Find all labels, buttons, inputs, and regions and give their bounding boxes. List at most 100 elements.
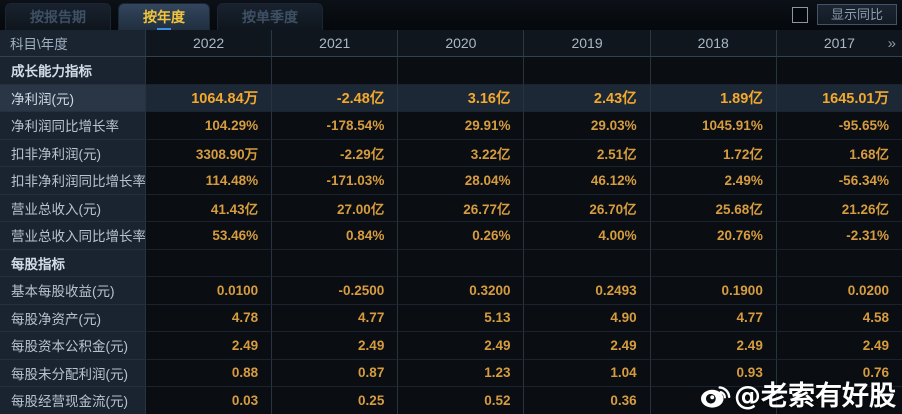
cell-value: 29.03% xyxy=(523,112,650,140)
cell-value: -2.31% xyxy=(775,222,902,250)
cell-value xyxy=(271,249,398,277)
row-label: 基本每股收益(元) xyxy=(0,277,145,305)
cell-value: 0.26% xyxy=(397,222,524,250)
cell-value: 26.77亿 xyxy=(397,194,524,222)
financial-table: 科目\年度 2022 2021 2020 2019 2018 2017 » 成长… xyxy=(0,30,902,414)
cell-value xyxy=(397,249,524,277)
cell-value: 3.22亿 xyxy=(397,139,524,167)
year-header-2022: 2022 xyxy=(145,30,272,57)
cell-value: 3308.90万 xyxy=(145,139,272,167)
cell-value: 4.58 xyxy=(775,304,902,332)
cell-value: -2.48亿 xyxy=(271,84,398,112)
cell-value: -0.2500 xyxy=(271,277,398,305)
cell-value: 2.43亿 xyxy=(523,84,650,112)
cell-value: -171.03% xyxy=(271,167,398,195)
year-header-2020: 2020 xyxy=(397,30,524,57)
cell-value: 1.04 xyxy=(523,359,650,387)
cell-value: 0.1900 xyxy=(649,277,776,305)
year-header-2019: 2019 xyxy=(523,30,650,57)
year-header-2018: 2018 xyxy=(649,30,776,57)
cell-value: 1.68亿 xyxy=(775,139,902,167)
cell-value: 4.00% xyxy=(523,222,650,250)
cell-value xyxy=(523,57,650,85)
cell-value: 2.51亿 xyxy=(523,139,650,167)
cell-value xyxy=(649,57,776,85)
cell-value: 1.72亿 xyxy=(649,139,776,167)
cell-value: 27.00亿 xyxy=(271,194,398,222)
more-columns-icon[interactable]: » xyxy=(887,34,896,52)
cell-value: 1645.01万 xyxy=(775,84,902,112)
cell-value: 2.49 xyxy=(145,332,272,360)
cell-value: 0.76 xyxy=(775,359,902,387)
cell-value: -95.65% xyxy=(775,112,902,140)
cell-value: 2.49 xyxy=(523,332,650,360)
cell-value: -2.29亿 xyxy=(271,139,398,167)
cell-value: 20.76% xyxy=(649,222,776,250)
cell-value: 5.13 xyxy=(397,304,524,332)
cell-value: 0.0100 xyxy=(145,277,272,305)
row-label: 净利润(元) xyxy=(0,84,145,112)
cell-value: 21.26亿 xyxy=(775,194,902,222)
cell-value xyxy=(145,57,272,85)
cell-value: 26.70亿 xyxy=(523,194,650,222)
cell-value: 0.25 xyxy=(271,387,398,414)
cell-value: 25.68亿 xyxy=(649,194,776,222)
row-label: 每股资本公积金(元) xyxy=(0,332,145,360)
cell-value: 53.46% xyxy=(145,222,272,250)
cell-value: 0.52 xyxy=(397,387,524,414)
row-label: 每股未分配利润(元) xyxy=(0,359,145,387)
cell-value xyxy=(397,57,524,85)
tab-by-quarter[interactable]: 按单季度 xyxy=(217,3,323,30)
cell-value: 2.49 xyxy=(271,332,398,360)
cell-value: -178.54% xyxy=(271,112,398,140)
show-yoy-label[interactable]: 显示同比 xyxy=(816,4,897,25)
row-label: 营业总收入同比增长率 xyxy=(0,222,145,250)
cell-value: 3.16亿 xyxy=(397,84,524,112)
cell-value: 104.29% xyxy=(145,112,272,140)
cell-value: 41.43亿 xyxy=(145,194,272,222)
cell-value: 0.03 xyxy=(145,387,272,414)
cell-value: 1.23 xyxy=(397,359,524,387)
cell-value: 1064.84万 xyxy=(145,84,272,112)
cell-value xyxy=(271,57,398,85)
cell-value: 4.90 xyxy=(523,304,650,332)
cell-value: 2.49 xyxy=(397,332,524,360)
cell-value: 0.93 xyxy=(649,359,776,387)
row-label: 成长能力指标 xyxy=(0,57,145,85)
cell-value: 0.36 xyxy=(523,387,650,414)
cell-value: 0.3200 xyxy=(397,277,524,305)
cell-value: 2.49 xyxy=(649,332,776,360)
cell-value xyxy=(775,249,902,277)
cell-value: 0.88 xyxy=(145,359,272,387)
tab-by-year[interactable]: 按年度 xyxy=(118,3,210,30)
show-yoy-control: 显示同比 xyxy=(791,4,902,25)
cell-value xyxy=(775,57,902,85)
cell-value: 4.78 xyxy=(145,304,272,332)
cell-value xyxy=(649,249,776,277)
year-header-2017: 2017 » xyxy=(775,30,902,57)
cell-value: 0.0200 xyxy=(775,277,902,305)
show-yoy-checkbox[interactable] xyxy=(791,6,808,23)
row-label: 每股指标 xyxy=(0,249,145,277)
cell-value: 4.77 xyxy=(649,304,776,332)
row-label: 扣非净利润(元) xyxy=(0,139,145,167)
tab-bar: 按报告期 按年度 按单季度 显示同比 xyxy=(0,0,902,30)
tab-by-report-period[interactable]: 按报告期 xyxy=(5,3,111,30)
cell-value: 0.84% xyxy=(271,222,398,250)
row-label: 每股经营现金流(元) xyxy=(0,387,145,414)
year-header-2017-label: 2017 xyxy=(823,35,855,51)
year-header-2021: 2021 xyxy=(271,30,398,57)
cell-value xyxy=(775,387,902,414)
row-label: 净利润同比增长率 xyxy=(0,112,145,140)
cell-value: -56.34% xyxy=(775,167,902,195)
cell-value: 114.48% xyxy=(145,167,272,195)
cell-value: 1045.91% xyxy=(649,112,776,140)
cell-value: 2.49% xyxy=(649,167,776,195)
row-label: 营业总收入(元) xyxy=(0,194,145,222)
row-label: 每股净资产(元) xyxy=(0,304,145,332)
cell-value: 0.87 xyxy=(271,359,398,387)
row-label: 扣非净利润同比增长率 xyxy=(0,167,145,195)
table-corner-header: 科目\年度 xyxy=(0,30,145,57)
cell-value: 2.49 xyxy=(775,332,902,360)
